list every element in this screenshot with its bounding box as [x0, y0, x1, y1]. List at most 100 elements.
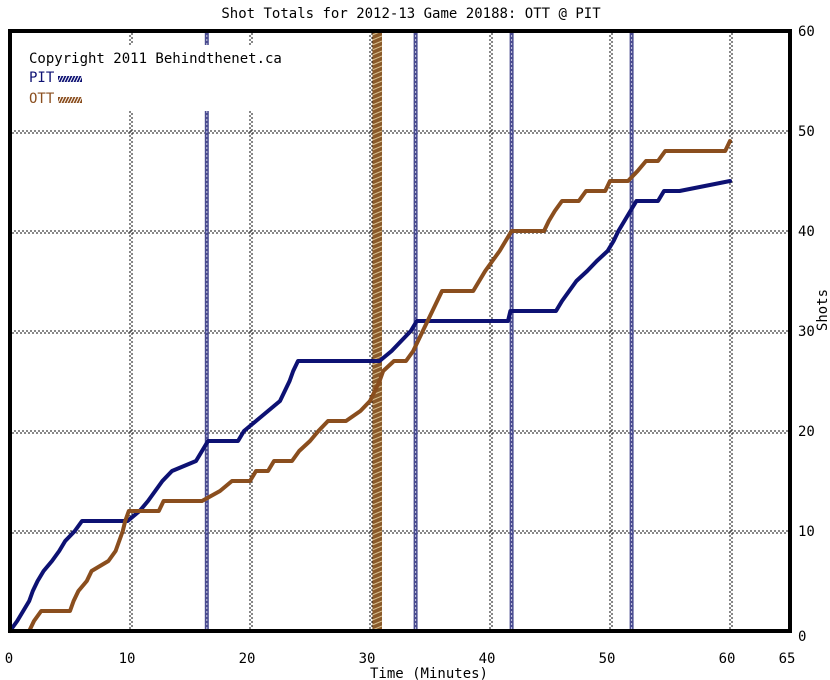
band-hatch: [372, 115, 383, 121]
band-hatch: [372, 60, 383, 66]
y-tick-label: 10: [798, 524, 815, 540]
x-tick-label: 30: [359, 651, 376, 667]
band-hatch: [372, 135, 383, 141]
band-hatch: [372, 560, 383, 566]
band-hatch: [372, 515, 383, 521]
band-hatch: [372, 325, 383, 331]
series-lines: [8, 139, 732, 633]
band-hatch: [372, 160, 383, 166]
series-line-ott: [8, 139, 732, 633]
band-hatch: [372, 495, 383, 501]
band-hatch: [372, 370, 383, 376]
band-hatch: [372, 585, 383, 591]
band-hatch: [372, 435, 383, 441]
band-hatch: [372, 555, 383, 561]
x-tick-labels: 0 10 20 30 40 50 60 65: [5, 651, 796, 667]
series-line-pit: [8, 179, 732, 633]
band-hatch: [372, 125, 383, 131]
band-hatch: [372, 350, 383, 356]
band-hatch: [372, 280, 383, 286]
band-hatch: [372, 340, 383, 346]
legend-label-pit: PIT: [29, 70, 55, 86]
legend-swatch-fill: [58, 76, 82, 82]
band-hatch: [372, 545, 383, 551]
legend: Copyright 2011 Behindthenet.ca PIT OTT: [24, 45, 300, 111]
band-hatch: [372, 620, 383, 626]
band-hatch: [372, 335, 383, 341]
band-hatch: [372, 260, 383, 266]
y-tick-label: 0: [798, 629, 806, 645]
x-tick-label: 65: [779, 651, 796, 667]
band-hatch: [372, 285, 383, 291]
band-hatch: [372, 240, 383, 246]
band-hatch: [372, 320, 383, 326]
band-hatch: [372, 490, 383, 496]
band-hatch: [372, 535, 383, 541]
copyright-text: Copyright 2011 Behindthenet.ca: [29, 51, 282, 67]
band-hatch: [372, 185, 383, 191]
band-hatch: [372, 120, 383, 126]
band-hatch: [372, 480, 383, 486]
band-hatch: [372, 345, 383, 351]
band-hatch: [372, 400, 383, 406]
band-hatch: [372, 90, 383, 96]
band-hatch: [372, 140, 383, 146]
legend-swatch-hatch: [72, 75, 77, 83]
band-hatch: [372, 305, 383, 311]
x-tick-label: 60: [719, 651, 736, 667]
band-hatch: [372, 245, 383, 251]
band-hatch: [372, 365, 383, 371]
legend-swatch-hatch: [72, 96, 77, 104]
band-hatch: [372, 600, 383, 606]
y-tick-labels: 0 10 20 30 40 50 60: [798, 24, 815, 645]
plot-area: [8, 29, 792, 633]
band-hatch: [372, 450, 383, 456]
band-hatch: [372, 315, 383, 321]
y-axis-label: Shots: [815, 289, 830, 331]
band-hatch: [372, 75, 383, 81]
band-hatch: [372, 430, 383, 436]
x-axis-label: Time (Minutes): [370, 666, 488, 680]
band-hatch: [372, 195, 383, 201]
band-hatch: [372, 460, 383, 466]
band-hatch: [372, 165, 383, 171]
band-hatch: [372, 475, 383, 481]
band-hatch: [372, 415, 383, 421]
legend-swatch-hatch: [63, 96, 68, 104]
band-hatch: [372, 540, 383, 546]
band-hatch: [372, 255, 383, 261]
legend-swatch-hatch: [75, 75, 80, 83]
legend-swatch-hatch: [78, 96, 83, 104]
legend-swatch-fill: [58, 97, 82, 103]
grid-lines: [10, 31, 790, 631]
band-hatch: [372, 485, 383, 491]
band-hatch: [372, 65, 383, 71]
band-hatch: [372, 575, 383, 581]
band-hatch: [372, 210, 383, 216]
band-hatch: [372, 235, 383, 241]
band-hatch: [372, 530, 383, 536]
band-hatch: [372, 205, 383, 211]
legend-swatch-hatch: [69, 75, 74, 83]
band-hatch: [372, 310, 383, 316]
legend-swatch-hatch: [57, 75, 62, 83]
band-hatch: [372, 50, 383, 56]
band-hatch: [372, 455, 383, 461]
y-tick-label: 30: [798, 324, 815, 340]
band-hatch: [372, 470, 383, 476]
band-hatch: [372, 85, 383, 91]
band-hatch: [372, 440, 383, 446]
legend-swatch-hatch: [60, 75, 65, 83]
band-hatch: [372, 270, 383, 276]
band-hatch: [372, 80, 383, 86]
band-hatch: [372, 510, 383, 516]
band-hatch: [372, 520, 383, 526]
band-hatch: [372, 550, 383, 556]
legend-label-ott: OTT: [29, 91, 55, 107]
legend-swatch-hatch: [66, 75, 71, 83]
band-hatch: [372, 180, 383, 186]
band-hatch: [372, 215, 383, 221]
band-hatch: [372, 70, 383, 76]
band-hatch: [372, 225, 383, 231]
legend-swatch-pit: [57, 75, 83, 83]
